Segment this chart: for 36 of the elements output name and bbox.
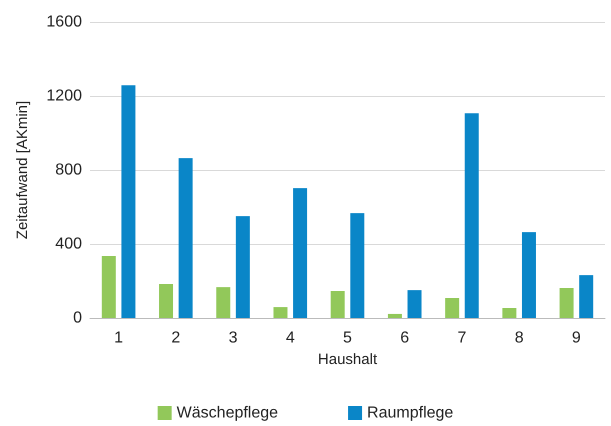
bar [388, 314, 402, 318]
legend-label: Wäschepflege [176, 404, 278, 422]
y-tick-label: 800 [55, 162, 82, 178]
bar [330, 290, 345, 318]
bar [293, 188, 308, 318]
bar [159, 284, 174, 318]
x-axis-title: Haushalt [318, 351, 378, 368]
bar [464, 113, 479, 318]
x-tick-label: 7 [457, 330, 466, 346]
x-tick-label: 6 [400, 330, 410, 346]
bar [178, 158, 193, 318]
legend-label: Raumpflege [367, 404, 454, 422]
bar [350, 213, 364, 318]
bar [216, 287, 230, 318]
x-tick-label: 8 [514, 330, 524, 346]
bar [502, 308, 516, 318]
y-tick-label: 1600 [46, 14, 82, 30]
bar [522, 232, 536, 318]
bar [408, 290, 422, 318]
bar [102, 256, 116, 318]
y-tick-label: 0 [73, 310, 82, 326]
bar [236, 216, 250, 318]
x-tick-label: 5 [343, 330, 352, 346]
y-axis-title: Zeitaufwand [AKmin] [14, 100, 31, 240]
y-tick-label: 400 [55, 236, 82, 252]
x-tick-label: 2 [171, 330, 180, 346]
y-tick-label: 1200 [46, 88, 82, 104]
x-tick-label: 3 [228, 330, 238, 346]
bar [273, 307, 288, 318]
x-tick-label: 9 [572, 330, 581, 346]
bar [445, 298, 460, 318]
bar [560, 288, 574, 318]
bar [121, 85, 136, 318]
bar [579, 275, 594, 318]
x-tick-label: 1 [114, 330, 124, 346]
x-tick-label: 4 [286, 330, 295, 346]
